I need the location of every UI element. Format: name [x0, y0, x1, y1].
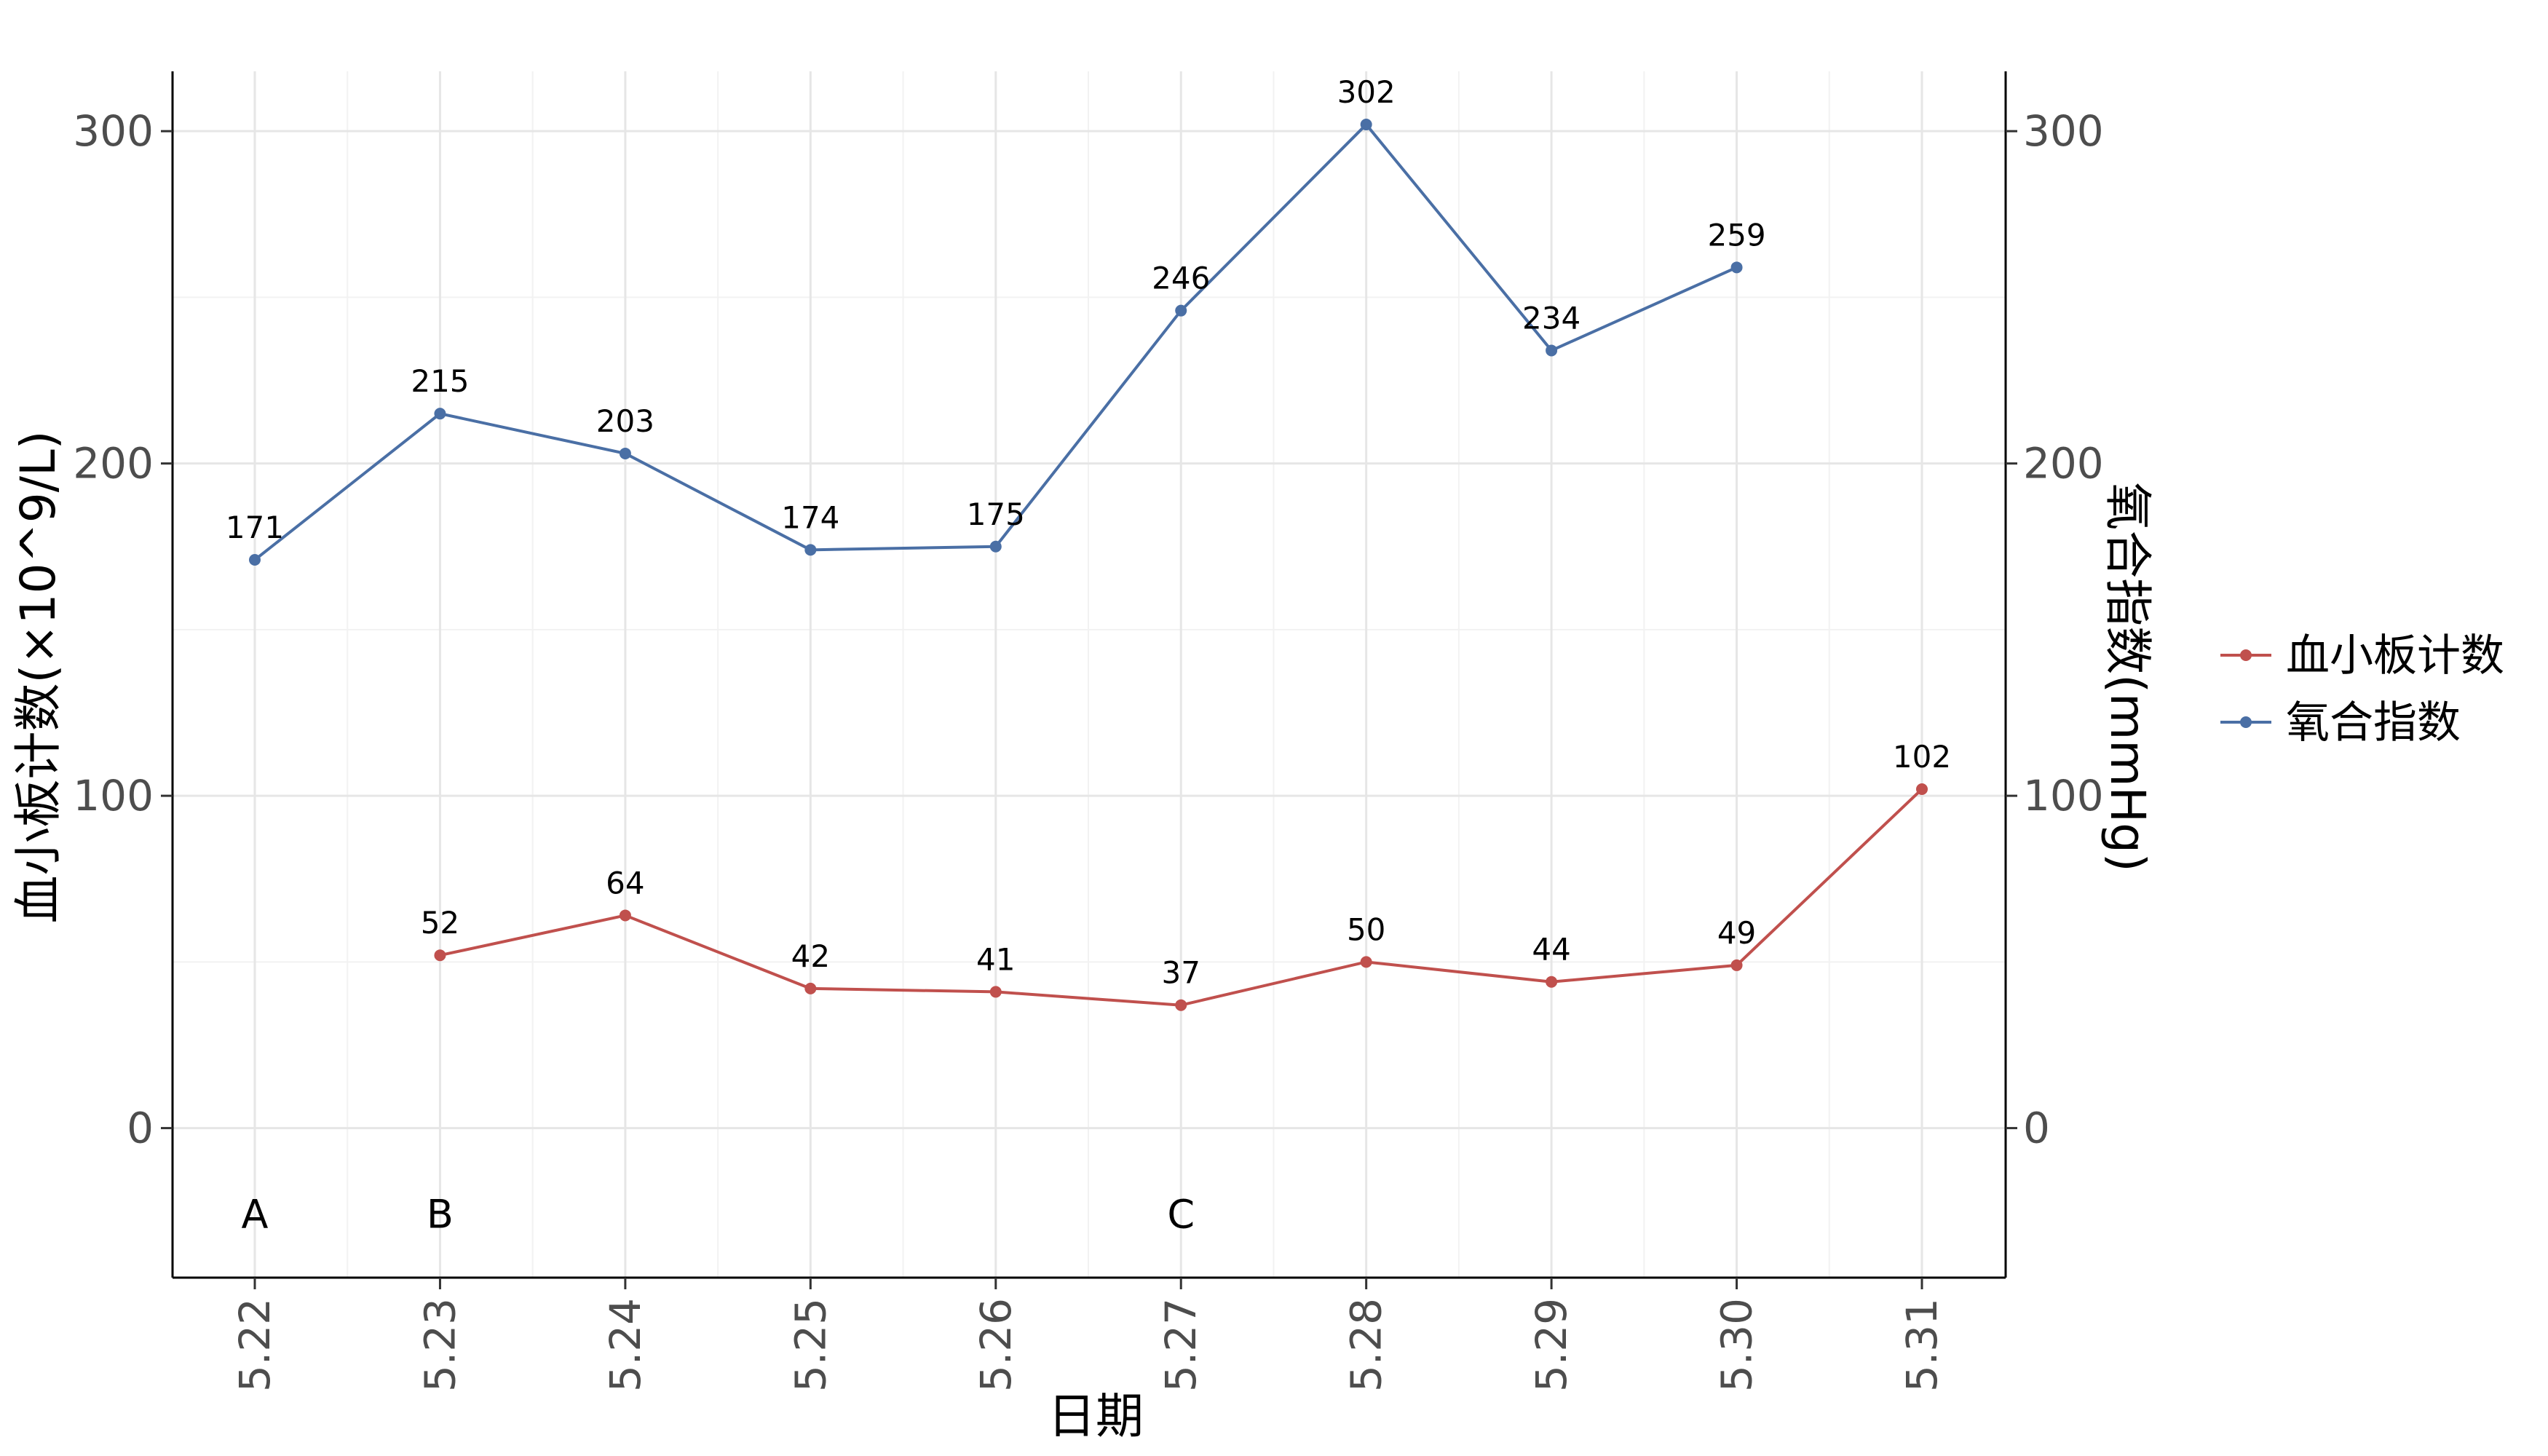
- data-point: [434, 408, 446, 420]
- data-point: [249, 554, 261, 566]
- data-point: [1730, 959, 1743, 971]
- x-tick-label: 5.30: [1712, 1298, 1762, 1392]
- annotation-label: C: [1167, 1191, 1195, 1237]
- legend-key-point: [2240, 716, 2252, 728]
- data-point: [1546, 344, 1558, 357]
- data-label: 102: [1893, 739, 1951, 775]
- data-point: [989, 986, 1002, 998]
- data-point: [804, 982, 817, 994]
- grid-lines: [173, 71, 2006, 1278]
- x-axis-title: 日期: [1048, 1388, 1144, 1444]
- data-labels: 52 64 42 41 37 50 44 49 102 171 215 203 174 175 246 302…: [226, 74, 1951, 991]
- data-point: [1360, 119, 1372, 131]
- axes: [171, 71, 2007, 1279]
- legend-label: 血小板计数: [2286, 630, 2504, 681]
- x-tick-label: 5.22: [230, 1298, 280, 1392]
- data-point: [1175, 999, 1187, 1011]
- data-label: 49: [1717, 915, 1756, 951]
- ticks: 0 0 100 100 200 200 300 300 5.22 5.23 5.24 5.25 5.26…: [73, 106, 2103, 1392]
- data-label: 37: [1161, 955, 1200, 991]
- data-label: 234: [1522, 300, 1580, 336]
- data-point: [434, 949, 446, 962]
- x-tick-label: 5.25: [786, 1298, 835, 1392]
- annotation-label: A: [242, 1191, 269, 1237]
- data-point: [1916, 783, 1928, 795]
- data-label: 52: [421, 905, 459, 941]
- y-tick-label-left: 0: [127, 1104, 154, 1153]
- y-tick-label-left: 200: [73, 439, 154, 488]
- annotation-label: B: [427, 1191, 454, 1237]
- legend-key-point: [2240, 649, 2252, 661]
- data-point: [989, 540, 1002, 553]
- data-label: 203: [596, 403, 654, 439]
- x-tick-label: 5.29: [1527, 1298, 1576, 1392]
- y-tick-label-right: 100: [2023, 771, 2104, 820]
- y-axis-title-right: 氧合指数(mmHg): [2100, 482, 2156, 872]
- data-label: 44: [1532, 932, 1570, 968]
- data-point: [619, 909, 631, 922]
- x-tick-label: 5.31: [1897, 1298, 1947, 1392]
- data-point: [1546, 976, 1558, 988]
- x-tick-label: 5.26: [971, 1298, 1021, 1392]
- annotations: A B C: [242, 1191, 1195, 1237]
- data-label: 175: [967, 496, 1025, 532]
- y-axis-title-left: 血小板计数(×10^9/L): [10, 430, 66, 923]
- x-tick-label: 5.27: [1156, 1298, 1206, 1392]
- data-label: 41: [976, 941, 1015, 977]
- data-label: 246: [1152, 261, 1210, 296]
- data-label: 42: [791, 938, 830, 974]
- data-point: [804, 544, 817, 556]
- data-label: 215: [411, 363, 469, 399]
- series-group: [249, 119, 1928, 1011]
- data-label: 171: [226, 510, 284, 545]
- data-point: [1360, 956, 1372, 968]
- data-label: 259: [1707, 217, 1765, 253]
- y-tick-label-left: 100: [73, 771, 154, 820]
- y-tick-label-right: 0: [2023, 1104, 2050, 1153]
- data-label: 302: [1337, 74, 1396, 110]
- y-tick-label-right: 200: [2023, 439, 2104, 488]
- data-label: 50: [1347, 911, 1385, 947]
- data-point: [619, 447, 631, 459]
- data-label: 174: [781, 499, 839, 535]
- x-tick-label: 5.23: [415, 1298, 464, 1392]
- y-tick-label-left: 300: [73, 106, 154, 156]
- x-tick-label: 5.28: [1342, 1298, 1391, 1392]
- x-tick-label: 5.24: [601, 1298, 650, 1392]
- data-point: [1730, 261, 1743, 274]
- data-point: [1175, 304, 1187, 317]
- y-tick-label-right: 300: [2023, 106, 2104, 156]
- legend-label: 氧合指数: [2286, 697, 2461, 748]
- data-label: 64: [606, 865, 644, 901]
